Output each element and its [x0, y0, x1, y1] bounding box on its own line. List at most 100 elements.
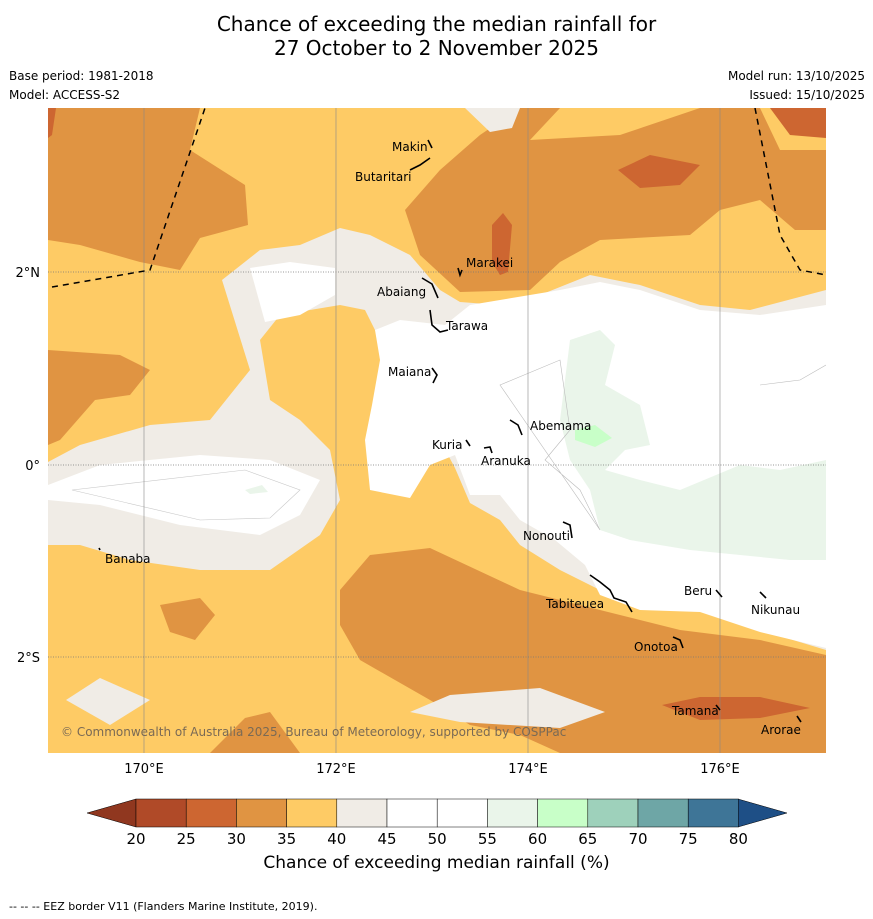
- region-30-35-southwest-blob: [160, 598, 215, 640]
- island-nonouti: [562, 521, 573, 539]
- colorbar-under-arrow: [86, 798, 137, 828]
- colorbar-cell: [687, 798, 739, 828]
- lon-label-170e: 170°E: [124, 762, 164, 777]
- label-onotoa: Onotoa: [634, 640, 678, 654]
- island-banaba: [98, 547, 101, 551]
- region-30-35-northwest: [48, 108, 248, 270]
- label-kuria: Kuria: [432, 438, 463, 452]
- issued-date: Issued: 15/10/2025: [749, 88, 865, 102]
- island-beru: [715, 589, 723, 598]
- contour-outline-inner: [71, 469, 301, 521]
- label-aranuka: Aranuka: [481, 454, 531, 468]
- colorbar-tick-label: 20: [126, 830, 145, 848]
- islands: [98, 139, 802, 723]
- region-55-60: [560, 330, 826, 560]
- eez-border-west: [51, 108, 206, 288]
- lat-gridlines: [48, 271, 826, 658]
- colorbar-cell: [386, 798, 438, 828]
- island-aranuka: [483, 446, 493, 454]
- map-title: Chance of exceeding the median rainfall …: [0, 12, 873, 60]
- region-45-55-north-west: [250, 262, 335, 322]
- island-tamana: [715, 704, 721, 711]
- island-onotoa: [672, 636, 684, 649]
- contour-outline-east: [759, 364, 826, 386]
- map-plot-area: [48, 108, 826, 753]
- colorbar-tick-label: 80: [729, 830, 748, 848]
- region-30-35-east-edge: [800, 185, 826, 230]
- colorbar-cell: [537, 798, 589, 828]
- lon-label-172e: 172°E: [316, 762, 356, 777]
- colorbar-cell: [637, 798, 689, 828]
- colorbar-tick-label: 40: [327, 830, 346, 848]
- lon-label-174e: 174°E: [508, 762, 548, 777]
- colorbar-tick-label: 30: [227, 830, 246, 848]
- colorbar-tick-label: 75: [679, 830, 698, 848]
- colorbar-tick-label: 35: [277, 830, 296, 848]
- label-tarawa: Tarawa: [445, 319, 488, 333]
- lat-label-equator: 0°: [25, 459, 40, 474]
- region-30-35-west: [48, 350, 150, 445]
- colorbar-over-arrow: [737, 798, 788, 828]
- label-nonouti: Nonouti: [523, 529, 570, 543]
- label-tabiteuea: Tabiteuea: [545, 597, 604, 611]
- island-tabiteuea: [589, 574, 633, 613]
- colorbar-tick-label: 65: [578, 830, 597, 848]
- region-25-30-northwest-edge: [48, 108, 56, 138]
- colorbar-cell: [587, 798, 639, 828]
- island-arorae: [796, 715, 802, 723]
- label-makin: Makin: [392, 140, 428, 154]
- title-line-1: Chance of exceeding the median rainfall …: [216, 12, 657, 36]
- label-maiana: Maiana: [388, 365, 431, 379]
- colorbar-cell: [436, 798, 488, 828]
- lat-label-2s: 2°S: [17, 651, 40, 666]
- region-40-45-bottom-left: [66, 678, 150, 725]
- region-25-30-marakei: [492, 213, 512, 275]
- colorbar-tick-label: 60: [528, 830, 547, 848]
- colorbar-cell: [185, 798, 237, 828]
- region-40-45-top: [465, 108, 520, 132]
- island-nikunau: [759, 591, 767, 599]
- island-kuria: [465, 439, 471, 447]
- label-abemama: Abemama: [530, 419, 591, 433]
- eez-borders: [51, 108, 826, 288]
- island-abaiang: [421, 277, 439, 299]
- copyright-notice: © Commonwealth of Australia 2025, Bureau…: [61, 725, 566, 739]
- lat-label-2n: 2°N: [16, 266, 41, 281]
- map-gridlines: [143, 108, 721, 753]
- island-abemama: [509, 419, 523, 436]
- region-30-35-bottom-left: [210, 712, 300, 753]
- island-butaritari: [409, 157, 431, 171]
- region-25-30-north-blob: [618, 155, 700, 188]
- base-period: Base period: 1981-2018: [9, 69, 154, 83]
- label-banaba: Banaba: [105, 552, 151, 566]
- colorbar-cell: [487, 798, 538, 828]
- label-nikunau: Nikunau: [751, 603, 800, 617]
- island-marakei: [457, 267, 463, 278]
- label-marakei: Marakei: [466, 256, 513, 270]
- region-55-60-small: [245, 485, 268, 494]
- contour-outline-center: [499, 359, 601, 531]
- island-maiana: [431, 367, 438, 384]
- region-30-35-north-center: [405, 108, 826, 292]
- colorbar-tick-label: 70: [628, 830, 647, 848]
- label-tamana: Tamana: [671, 704, 719, 718]
- title-line-2: 27 October to 2 November 2025: [273, 36, 600, 60]
- label-arorae: Arorae: [761, 723, 801, 737]
- colorbar-cell: [236, 798, 287, 828]
- region-25-30-northeast: [770, 108, 826, 138]
- colorbar-tick-label: 55: [478, 830, 497, 848]
- place-labels: Makin Butaritari Marakei Abaiang Tarawa …: [105, 140, 801, 737]
- island-makin: [427, 139, 433, 149]
- region-60-65: [575, 425, 612, 447]
- colorbar: 20 25 30 35 40 45 50 55 60 65 70 75 80: [86, 798, 788, 848]
- model-name: Model: ACCESS-S2: [9, 88, 121, 102]
- colorbar-cell: [336, 798, 388, 828]
- lon-label-176e: 176°E: [700, 762, 740, 777]
- colorbar-label: Chance of exceeding median rainfall (%): [263, 853, 610, 873]
- colorbar-cell: [286, 798, 338, 828]
- colorbar-tick-label: 50: [428, 830, 447, 848]
- eez-footer-note: -- -- -- EEZ border V11 (Flanders Marine…: [9, 900, 318, 913]
- colorbar-tick-label: 45: [377, 830, 396, 848]
- label-abaiang: Abaiang: [377, 285, 426, 299]
